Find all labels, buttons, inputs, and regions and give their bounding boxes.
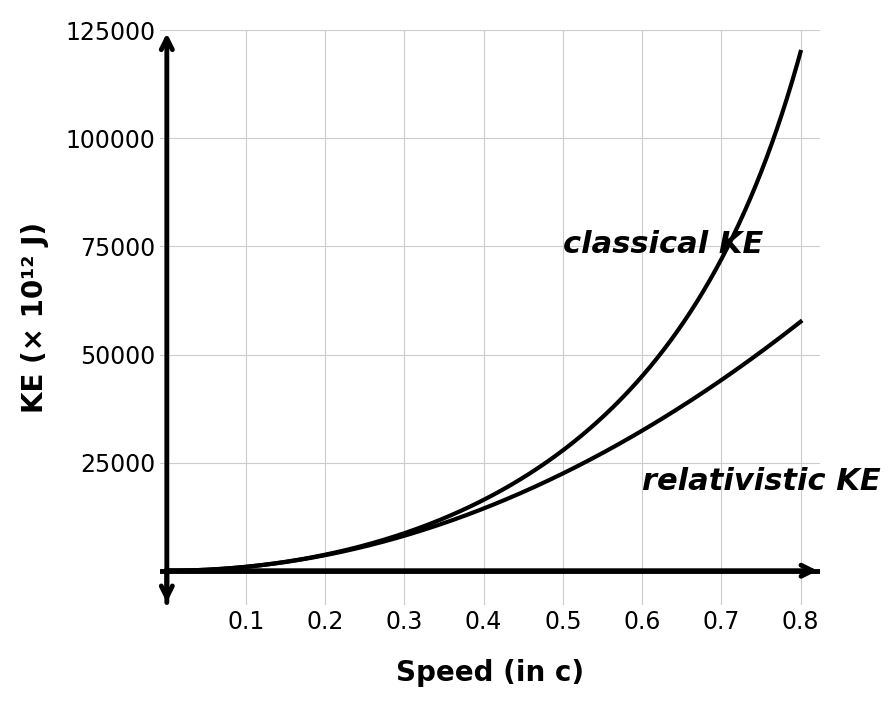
- Y-axis label: KE (× 10¹² J): KE (× 10¹² J): [21, 222, 49, 413]
- Text: classical KE: classical KE: [563, 231, 764, 259]
- X-axis label: Speed (in c): Speed (in c): [396, 659, 585, 687]
- Text: relativistic KE: relativistic KE: [642, 467, 880, 496]
